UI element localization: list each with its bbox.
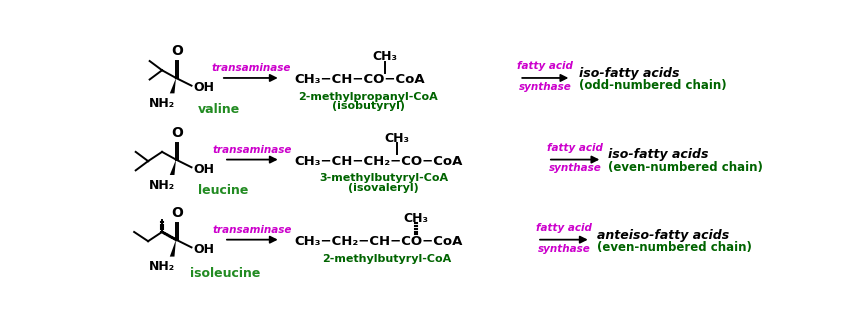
Text: CH₃: CH₃ <box>384 131 410 144</box>
Text: CH₃: CH₃ <box>373 50 398 63</box>
Polygon shape <box>170 160 176 175</box>
Text: 3-methylbutyryl-CoA: 3-methylbutyryl-CoA <box>319 173 448 184</box>
Text: NH₂: NH₂ <box>149 179 175 192</box>
Text: fatty acid: fatty acid <box>518 61 573 71</box>
Text: anteiso-fatty acids: anteiso-fatty acids <box>597 228 729 241</box>
Text: O: O <box>171 44 183 58</box>
Text: NH₂: NH₂ <box>149 97 175 110</box>
Text: leucine: leucine <box>198 184 248 197</box>
Text: CH₃: CH₃ <box>404 212 428 225</box>
Text: synthase: synthase <box>518 82 572 92</box>
Text: CH₃−CH−CO−CoA: CH₃−CH−CO−CoA <box>295 73 425 86</box>
Text: transaminase: transaminase <box>212 145 292 155</box>
Text: 2-methylpropanyl-CoA: 2-methylpropanyl-CoA <box>298 92 438 102</box>
Text: transaminase: transaminase <box>212 225 292 235</box>
Text: (isovaleryl): (isovaleryl) <box>348 183 419 193</box>
Text: valine: valine <box>198 103 240 116</box>
Text: transaminase: transaminase <box>211 63 291 73</box>
Text: iso-fatty acids: iso-fatty acids <box>609 149 709 161</box>
Text: (even-numbered chain): (even-numbered chain) <box>609 161 763 174</box>
Text: (odd-numbered chain): (odd-numbered chain) <box>579 79 727 92</box>
Text: NH₂: NH₂ <box>149 260 175 273</box>
Text: OH: OH <box>193 82 214 94</box>
Text: O: O <box>171 206 183 220</box>
Text: synthase: synthase <box>537 244 590 253</box>
Text: O: O <box>171 125 183 140</box>
Text: iso-fatty acids: iso-fatty acids <box>579 67 679 80</box>
Text: fatty acid: fatty acid <box>536 223 592 233</box>
Text: 2-methylbutyryl-CoA: 2-methylbutyryl-CoA <box>322 253 451 264</box>
Text: OH: OH <box>193 243 214 256</box>
Text: fatty acid: fatty acid <box>547 143 603 153</box>
Polygon shape <box>170 78 176 93</box>
Polygon shape <box>170 240 176 257</box>
Text: synthase: synthase <box>549 163 602 173</box>
Text: OH: OH <box>193 163 214 176</box>
Text: CH₃−CH₂−CH−CO−CoA: CH₃−CH₂−CH−CO−CoA <box>295 235 463 248</box>
Text: (isobutyryl): (isobutyryl) <box>332 101 405 111</box>
Text: isoleucine: isoleucine <box>190 267 260 280</box>
Text: CH₃−CH−CH₂−CO−CoA: CH₃−CH−CH₂−CO−CoA <box>295 155 463 167</box>
Text: (even-numbered chain): (even-numbered chain) <box>597 241 751 254</box>
